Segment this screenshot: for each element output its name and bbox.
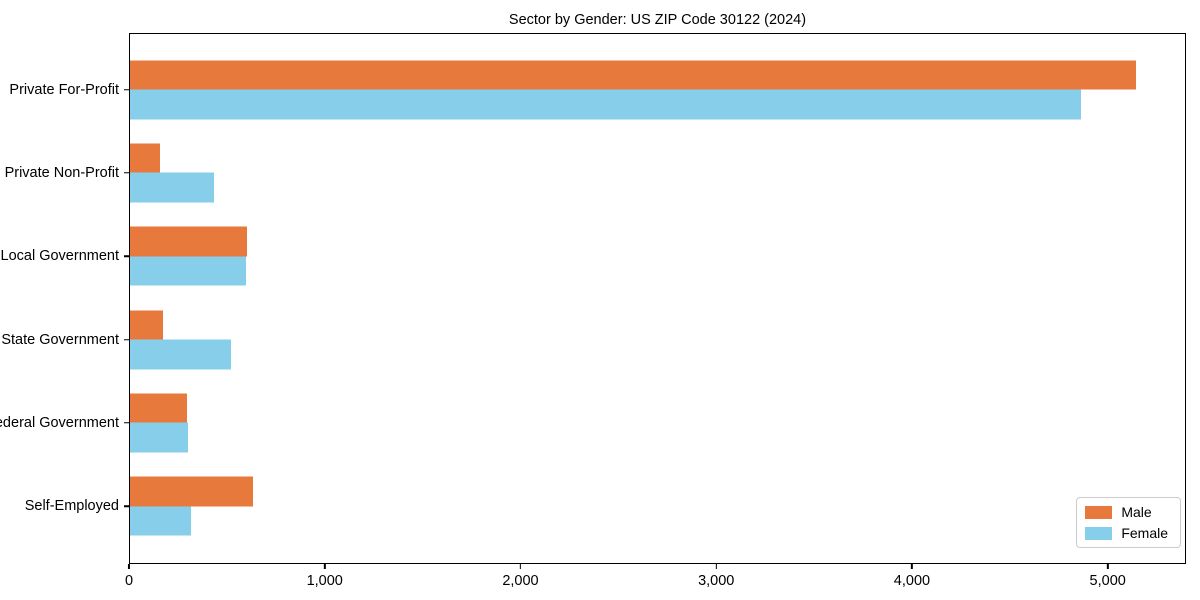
bar-male [130,310,164,340]
legend-item-female: Female [1085,526,1168,540]
x-axis-tick-mark [1106,564,1109,569]
x-axis-tick-mark [715,564,717,569]
x-axis-tick: 3,000 [698,564,734,589]
x-axis-tick-mark [519,564,522,569]
x-axis-tick-label: 3,000 [698,573,735,589]
bar-group: State Government [1,298,1185,381]
bar-male [130,393,187,423]
y-axis-category-label: Local Government [0,248,119,265]
x-axis: 0 1,000 2,000 3,000 4,000 5,000 [125,564,1186,596]
bar-group: Self-Employed [25,465,1185,548]
x-axis-tick-label: 0 [124,573,134,589]
legend: Male Female [1076,497,1181,548]
x-axis-tick-label: 5,000 [1089,573,1126,589]
legend-label-male: Male [1121,504,1152,520]
legend-label-female: Female [1121,525,1168,541]
female-swatch [1085,526,1113,540]
y-axis-category-label: Private Non-Profit [4,164,119,181]
y-axis-tick-mark [124,422,129,424]
x-axis-tick: 5,000 [1090,564,1126,589]
bar-male [130,60,1137,90]
group-bars [130,310,1185,370]
y-axis-tick-mark [124,505,129,508]
bar-female [130,256,247,286]
y-axis-tick-mark [124,338,129,341]
x-axis-tick-mark [323,564,326,569]
group-bars [130,60,1185,120]
x-axis-tick-mark [911,564,913,569]
y-axis-category-label: State Government [1,331,119,348]
group-bars [130,226,1185,286]
bar-male [130,476,254,507]
x-axis-tick-label: 1,000 [306,573,343,589]
bar-female [130,89,1082,120]
chart-title: Sector by Gender: US ZIP Code 30122 (202… [508,12,807,28]
y-axis-category-label: Self-Employed [24,498,119,515]
bar-group: Federal Government [0,381,1185,464]
group-bars [130,476,1185,536]
bar-male [130,226,248,257]
bar-female [130,339,231,370]
bar-female [130,172,214,203]
x-axis-tick: 4,000 [894,564,930,589]
bar-group: Local Government [1,215,1185,298]
group-bars [130,143,1185,203]
x-axis-tick-label: 2,000 [502,573,539,589]
y-axis-tick-mark [124,88,129,91]
bar-female [130,422,188,453]
x-axis-tick-label: 4,000 [893,573,931,589]
x-axis-tick: 1,000 [307,564,343,589]
y-axis-category-label: Private For-Profit [9,81,119,98]
y-axis-tick-mark [124,255,129,258]
legend-item-male: Male [1085,505,1168,519]
x-axis-tick: 2,000 [502,564,539,589]
x-axis-tick: 0 [125,564,133,589]
y-axis-category-label: Federal Government [0,414,119,431]
male-swatch [1085,505,1113,519]
y-axis-tick-mark [124,172,129,174]
x-axis-tick-mark [128,564,130,569]
bar-group: Private Non-Profit [5,131,1185,214]
group-bars [130,393,1185,453]
bar-male [130,143,161,173]
plot-area: Male Female Private For-Profit Private No… [0,33,1186,564]
bar-group: Private For-Profit [9,48,1185,131]
bar-female [130,506,191,536]
